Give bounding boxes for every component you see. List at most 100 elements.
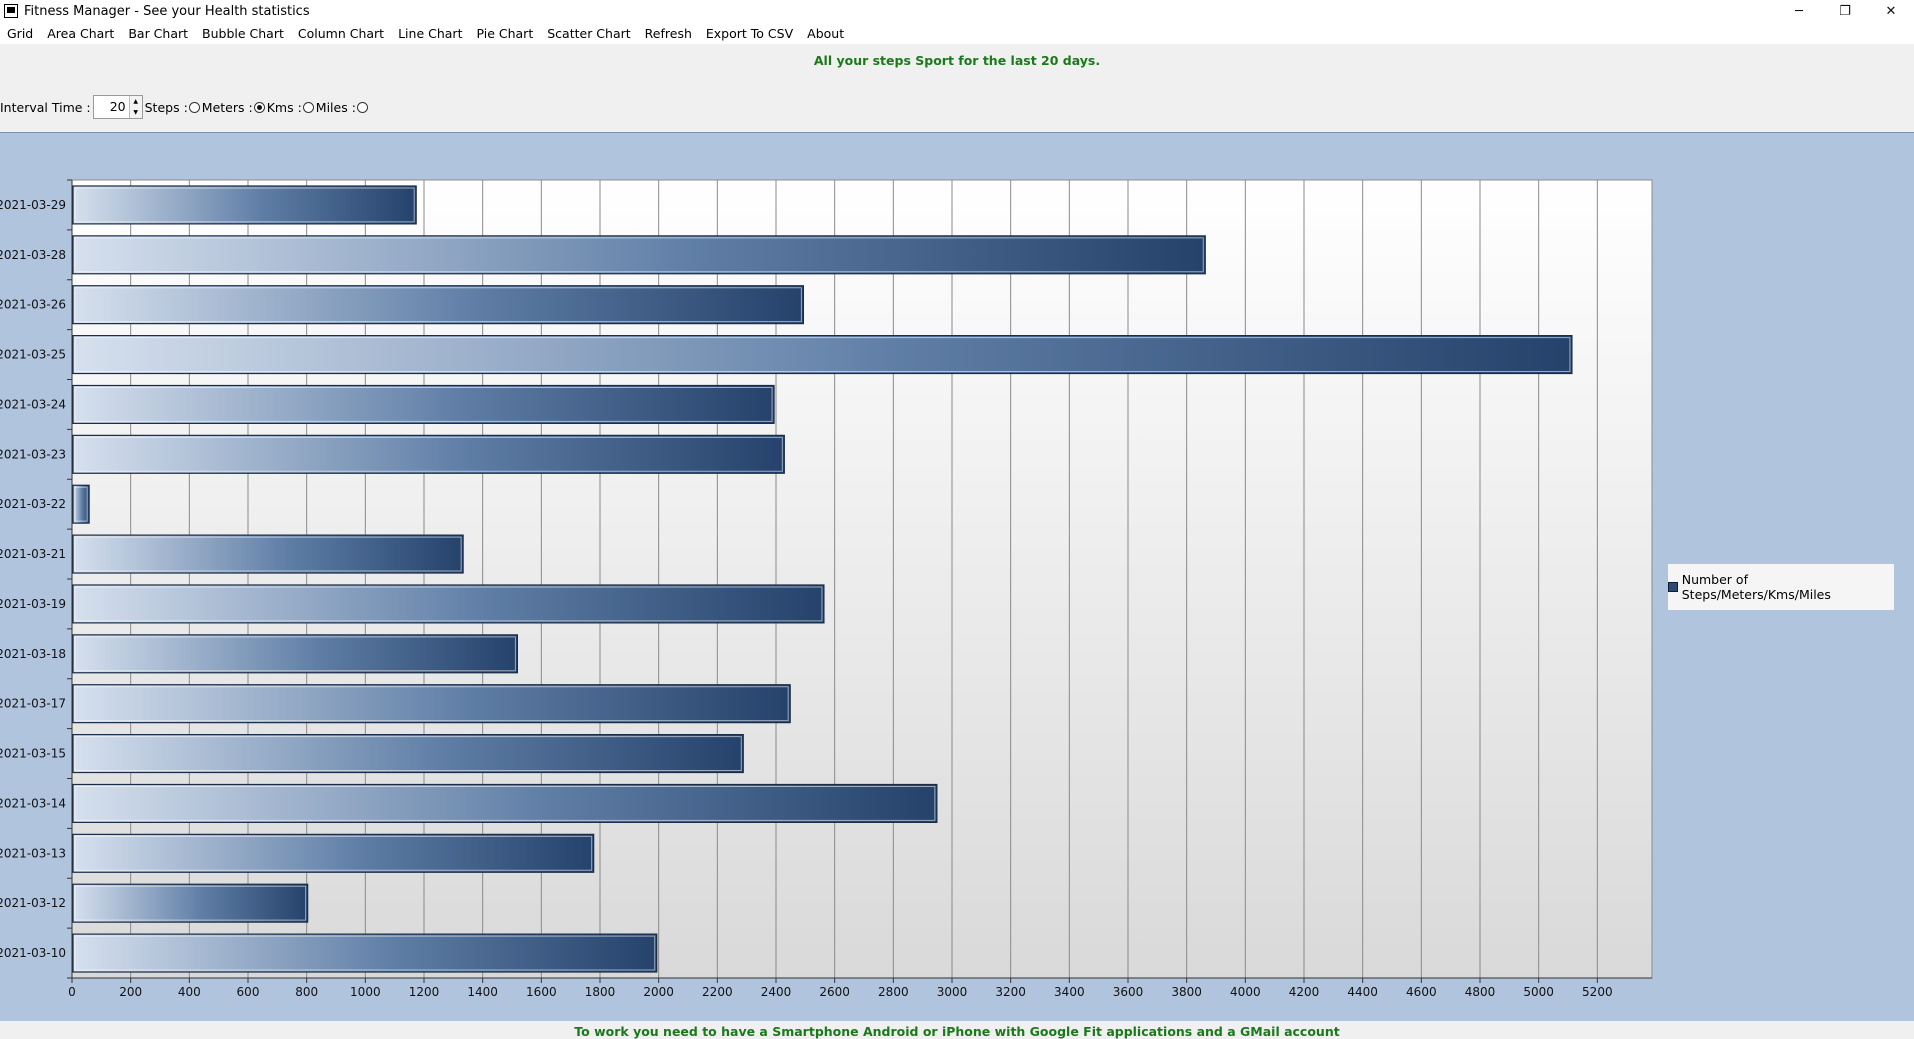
y-category-label: 2021-03-26 xyxy=(0,298,66,312)
y-category-label: 2021-03-19 xyxy=(0,597,66,611)
x-tick-label: 5000 xyxy=(1523,985,1554,999)
footer-message: To work you need to have a Smartphone An… xyxy=(574,1024,1340,1039)
y-category-label: 2021-03-21 xyxy=(0,547,66,561)
y-category-label: 2021-03-23 xyxy=(0,447,66,461)
menu-line-chart[interactable]: Line Chart xyxy=(398,25,463,41)
interval-value[interactable]: 20 xyxy=(109,99,126,114)
title-bar: Fitness Manager - See your Health statis… xyxy=(0,0,1914,22)
x-tick-label: 5200 xyxy=(1582,985,1613,999)
controls-row: Interval Time : 20 ▲ ▼ Steps : Meters : … xyxy=(0,94,370,120)
x-tick-label: 2200 xyxy=(702,985,733,999)
bar xyxy=(72,734,744,774)
bar xyxy=(72,584,825,624)
x-tick-label: 1800 xyxy=(585,985,616,999)
bar-highlight xyxy=(74,686,789,722)
x-tick-label: 200 xyxy=(119,985,142,999)
x-tick-label: 400 xyxy=(178,985,201,999)
bar xyxy=(72,285,805,325)
minimize-button[interactable]: ─ xyxy=(1795,3,1803,19)
bar xyxy=(72,185,417,225)
x-tick-label: 4200 xyxy=(1289,985,1320,999)
x-tick-label: 4800 xyxy=(1465,985,1496,999)
menu-pie-chart[interactable]: Pie Chart xyxy=(476,25,534,41)
x-tick-label: 1600 xyxy=(526,985,557,999)
bar xyxy=(72,335,1573,375)
bars xyxy=(72,185,1573,973)
x-tick-label: 4000 xyxy=(1230,985,1261,999)
meters-label: Meters : xyxy=(201,99,253,115)
y-category-label: 2021-03-17 xyxy=(0,697,66,711)
menu-about[interactable]: About xyxy=(807,25,845,41)
bar xyxy=(72,933,658,973)
meters-radio[interactable] xyxy=(253,101,265,113)
x-tick-label: 1000 xyxy=(350,985,381,999)
bar-highlight xyxy=(74,436,783,472)
bar-highlight xyxy=(74,885,307,921)
x-tick-label: 0 xyxy=(68,985,76,999)
x-tick-label: 3800 xyxy=(1171,985,1202,999)
bar-highlight xyxy=(74,386,773,422)
y-category-label: 2021-03-24 xyxy=(0,397,66,411)
x-tick-label: 2000 xyxy=(643,985,674,999)
menu-grid[interactable]: Grid xyxy=(7,25,34,41)
header-message: All your steps Sport for the last 20 day… xyxy=(813,53,1101,68)
menu-refresh[interactable]: Refresh xyxy=(644,25,692,41)
y-category-label: 2021-03-15 xyxy=(0,747,66,761)
legend: Number of Steps/Meters/Kms/Miles xyxy=(1668,564,1894,610)
chart-panel: 0 200 400 600 800 1000 1200 1400 1600 1800 2000 220… xyxy=(0,132,1914,1021)
interval-stepper[interactable]: 20 ▲ ▼ xyxy=(92,95,143,119)
menu-area-chart[interactable]: Area Chart xyxy=(47,25,115,41)
y-category-label: 2021-03-29 xyxy=(0,198,66,212)
restore-button[interactable]: ❐ xyxy=(1839,3,1851,19)
menu-bar: Grid Area Chart Bar Chart Bubble Chart C… xyxy=(0,22,1914,44)
bar xyxy=(72,684,791,724)
y-category-label: 2021-03-25 xyxy=(0,348,66,362)
bar-highlight xyxy=(74,636,516,672)
stepper-up-icon[interactable]: ▲ xyxy=(129,96,142,107)
y-category-label: 2021-03-22 xyxy=(0,497,66,511)
window-controls: ─ ❐ ✕ xyxy=(1776,0,1914,22)
bar-highlight xyxy=(74,835,593,871)
menu-export-csv[interactable]: Export To CSV xyxy=(705,25,794,41)
bar-highlight xyxy=(74,287,802,323)
bar-chart: 0 200 400 600 800 1000 1200 1400 1600 1800 2000 220… xyxy=(0,179,1653,999)
miles-label: Miles : xyxy=(315,99,356,115)
steps-label: Steps : xyxy=(144,99,188,115)
menu-bar-chart[interactable]: Bar Chart xyxy=(128,25,189,41)
x-tick-label: 2600 xyxy=(819,985,850,999)
close-button[interactable]: ✕ xyxy=(1885,3,1897,19)
bar xyxy=(72,883,309,923)
steps-radio[interactable] xyxy=(188,101,200,113)
kms-radio[interactable] xyxy=(302,101,314,113)
x-tick-label: 600 xyxy=(237,985,260,999)
x-tick-label: 4400 xyxy=(1347,985,1378,999)
bar xyxy=(72,783,938,823)
bar xyxy=(72,384,775,424)
menu-scatter-chart[interactable]: Scatter Chart xyxy=(547,25,631,41)
x-tick-label: 4600 xyxy=(1406,985,1437,999)
bar xyxy=(72,534,464,574)
y-category-label: 2021-03-18 xyxy=(0,647,66,661)
x-tick-label: 1400 xyxy=(467,985,498,999)
x-tick-label: 3000 xyxy=(937,985,968,999)
menu-bubble-chart[interactable]: Bubble Chart xyxy=(202,25,284,41)
bar-highlight xyxy=(74,237,1204,273)
x-tick-label: 3200 xyxy=(995,985,1026,999)
miles-radio[interactable] xyxy=(356,101,368,113)
axes: 0 200 400 600 800 1000 1200 1400 1600 1800 2000 220… xyxy=(0,179,1652,999)
x-tick-label: 2400 xyxy=(761,985,792,999)
y-category-label: 2021-03-10 xyxy=(0,946,66,960)
legend-label: Number of Steps/Meters/Kms/Miles xyxy=(1681,572,1831,602)
bar-highlight xyxy=(74,337,1571,373)
y-category-label: 2021-03-28 xyxy=(0,248,66,262)
bar xyxy=(72,235,1206,275)
x-tick-label: 3400 xyxy=(1054,985,1085,999)
stepper-down-icon[interactable]: ▼ xyxy=(129,107,142,118)
y-category-label: 2021-03-13 xyxy=(0,846,66,860)
x-tick-label: 1200 xyxy=(409,985,440,999)
bar xyxy=(72,634,518,674)
bar-highlight xyxy=(74,935,656,971)
stepper-buttons: ▲ ▼ xyxy=(128,96,142,118)
bar-highlight xyxy=(74,736,742,772)
menu-column-chart[interactable]: Column Chart xyxy=(297,25,385,41)
